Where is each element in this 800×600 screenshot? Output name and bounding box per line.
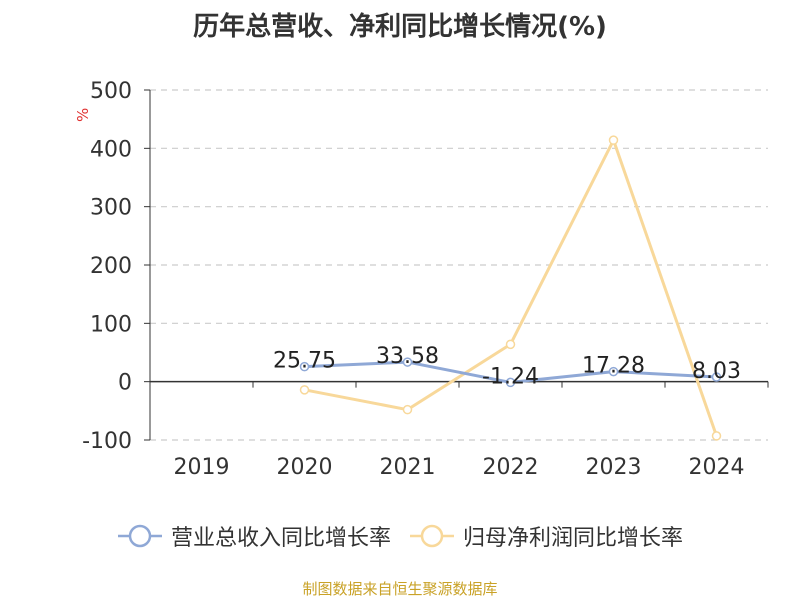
- data-point-revenue: [505, 377, 516, 388]
- data-label: 8.03: [692, 359, 741, 384]
- y-tick-label: 0: [118, 371, 132, 396]
- data-point-net-profit: [711, 431, 722, 441]
- data-point-net-profit: [402, 404, 413, 415]
- data-label: 17.28: [582, 354, 645, 379]
- data-label: -1.24: [482, 364, 539, 389]
- legend-item-revenue[interactable]: 营业总收入同比增长率: [117, 520, 391, 552]
- x-tick-label: 2022: [483, 455, 539, 480]
- data-point-revenue: [402, 357, 413, 367]
- y-tick-label: 100: [90, 312, 132, 337]
- series-line-net-profit: [304, 138, 718, 437]
- data-point-net-profit: [505, 339, 516, 350]
- y-tick-label: 400: [90, 137, 132, 162]
- y-tick-label: 300: [90, 196, 132, 221]
- chart-title: 历年总营收、净利同比增长情况(%): [193, 12, 607, 42]
- legend-item-net-profit[interactable]: 归母净利润同比增长率: [409, 520, 683, 552]
- data-point-revenue: [608, 366, 619, 377]
- data-label: 33.58: [376, 344, 439, 369]
- y-tick-label: -100: [82, 429, 132, 454]
- data-source-note: 制图数据来自恒生聚源数据库: [302, 580, 498, 598]
- legend-label-net-profit: 归母净利润同比增长率: [463, 526, 684, 551]
- legend-line-circle-icon: [410, 524, 454, 548]
- x-tick-label: 2021: [380, 455, 436, 480]
- legend-label-revenue: 营业总收入同比增长率: [170, 526, 391, 551]
- x-tick-label: 2023: [586, 455, 642, 480]
- y-tick-label: 500: [90, 79, 132, 104]
- x-tick-label: 2024: [689, 455, 745, 480]
- data-label: 25.75: [273, 349, 336, 374]
- data-point-revenue: [711, 372, 722, 382]
- data-point-revenue: [299, 361, 310, 372]
- data-point-net-profit: [299, 385, 310, 395]
- data-point-net-profit: [608, 135, 619, 145]
- legend: 营业总收入同比增长率 归母净利润同比增长率: [0, 520, 800, 552]
- x-tick-label: 2019: [174, 455, 230, 480]
- x-tick-label: 2020: [277, 455, 333, 480]
- y-tick-label: 200: [90, 254, 132, 279]
- legend-line-circle-icon: [117, 524, 162, 548]
